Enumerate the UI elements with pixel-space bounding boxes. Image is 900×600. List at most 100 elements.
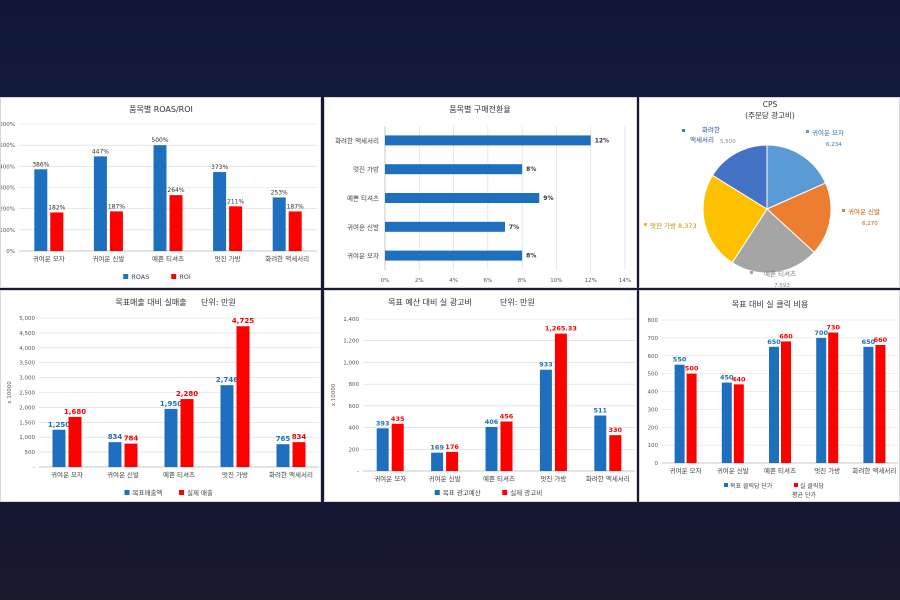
bar-series2	[109, 211, 123, 251]
chart-panel-roas[interactable]: 품목별 ROAS/ROI 0% 100% 200% 300% 400% 500% 600% 38…	[0, 97, 321, 288]
y-tick-label: 4,000	[19, 346, 35, 352]
chart-panel-cps[interactable]: CPS (주문당 광고비) 귀여운 모자 6,234 귀여운 신발 6,270 예쁜 티셔츠…	[639, 97, 900, 288]
data-label: 500%	[151, 137, 168, 144]
y-tick-label: 600	[349, 404, 360, 410]
y-axis-label: x 10000	[331, 383, 337, 406]
pie-slice	[766, 182, 832, 253]
pie-label-value: 6,234	[826, 142, 842, 148]
data-label: 211%	[227, 198, 244, 205]
bar-series1	[164, 408, 178, 467]
chart-title-unit: 단위: 만원	[500, 297, 535, 307]
y-tick-label: 400	[349, 426, 360, 432]
x-tick-label: 귀여운 모자	[51, 470, 83, 479]
bar	[385, 135, 591, 146]
x-tick-label: 화려한 액세서리	[852, 466, 896, 475]
data-label: 330	[609, 426, 623, 434]
chart-title: 품목별 ROAS/ROI	[129, 104, 193, 114]
bar-series2	[733, 384, 744, 463]
chart-panel-sales[interactable]: 목표매출 대비 실매출 단위: 만원 x 10000 - 500 1,000 1,500 2,…	[0, 290, 321, 502]
y-tick-label: 800	[349, 382, 360, 388]
pie-label-name: 귀여운 신발	[848, 207, 880, 216]
bar	[385, 250, 523, 261]
pie-slice	[702, 174, 768, 264]
legend-swatch	[123, 274, 129, 279]
data-label: 373%	[211, 164, 228, 171]
data-label: 406	[485, 418, 499, 426]
data-label: 169	[430, 444, 444, 452]
x-tick-label: 예쁜 티셔츠	[483, 474, 515, 483]
bar-series2	[50, 212, 64, 251]
bar-series2	[229, 206, 243, 251]
data-label: 450	[720, 374, 734, 382]
chart-title: CPS	[763, 100, 778, 109]
bottom-background-band	[0, 503, 900, 600]
legend-swatch	[179, 490, 184, 495]
pie-slice	[731, 208, 815, 274]
bar-series1	[431, 452, 444, 471]
chart-panel-cpc[interactable]: 목표 대비 실 클릭 비용 0 100 200 300 400 500 600 700 800 55…	[639, 290, 900, 502]
bar-series2	[236, 326, 250, 467]
bar-series2	[180, 399, 194, 467]
legend-swatch	[434, 490, 440, 495]
data-label: 1,265.33	[545, 325, 577, 333]
legend-label: 목표 광고예산	[443, 488, 481, 497]
x-tick-label: 14%	[619, 278, 631, 284]
chart-panel-conversion[interactable]: 품목별 구매전환율 0% 2% 4% 6% 8% 10% 12% 14% 12% 화려한 액세서리 8…	[324, 97, 637, 288]
legend-label: ROAS	[131, 273, 149, 281]
bar-series1	[539, 369, 552, 471]
data-label: 1,950	[160, 400, 182, 408]
x-tick-label: 멋진 가방	[215, 254, 241, 263]
y-tick-label: 1,400	[343, 317, 359, 323]
bar-series2	[828, 332, 839, 463]
y-tick-label: 귀여운 모자	[347, 251, 379, 260]
y-tick-label: 0%	[6, 249, 15, 255]
data-label: 500	[685, 365, 699, 373]
data-label: 700	[814, 329, 828, 337]
top-background-band	[0, 0, 900, 97]
x-tick-label: 예쁜 티셔츠	[163, 470, 195, 479]
bar-series1	[769, 346, 779, 463]
legend-label: 실제 매출	[187, 488, 213, 497]
data-label: 784	[124, 435, 139, 443]
x-tick-label: 귀여운 신발	[92, 254, 124, 263]
chart-subtitle: (주문당 광고비)	[745, 110, 795, 120]
x-tick-label: 화려한 액세서리	[265, 254, 309, 263]
pie-label-marker	[842, 209, 845, 212]
x-tick-label: 화려한 액세서리	[586, 474, 630, 483]
legend-label: ROI	[179, 273, 191, 281]
y-tick-label: 2,500	[19, 391, 35, 397]
legend-label: 실제 광고비	[510, 488, 542, 497]
bar-series2	[781, 341, 791, 463]
chart-title: 목표매출 대비 실매출	[115, 297, 186, 307]
data-label: 440	[732, 375, 746, 383]
data-label: 182%	[48, 204, 65, 211]
data-label: 1,250	[48, 421, 70, 429]
chart-panel-adspend[interactable]: 목표 예산 대비 실 광고비 단위: 만원 x 10000 - 200 400 600 800…	[324, 290, 637, 502]
data-label: 187%	[287, 203, 304, 210]
y-tick-label: 1,200	[343, 339, 359, 345]
x-tick-label: 예쁜 티셔츠	[152, 254, 184, 263]
bar-series2	[391, 423, 404, 471]
legend-label-cont: 평균 단가	[792, 491, 816, 499]
x-tick-label: 6%	[483, 278, 492, 284]
bar-series1	[376, 428, 389, 471]
data-label: 7%	[509, 224, 519, 231]
bar	[385, 164, 523, 175]
y-tick-label: 100%	[1, 228, 15, 234]
x-tick-label: 멋진 가방	[222, 470, 248, 479]
bar-series1	[34, 169, 48, 251]
data-label: 253%	[271, 189, 288, 196]
bar-series1	[485, 426, 498, 471]
bar-series2	[68, 416, 82, 467]
roas-roi-chart: 품목별 ROAS/ROI 0% 100% 200% 300% 400% 500% 600% 38…	[1, 104, 317, 281]
y-tick-label: 4,500	[19, 331, 35, 337]
pie-label-marker	[750, 271, 753, 274]
x-tick-label: 귀여운 모자	[33, 254, 65, 263]
y-tick-label: 300	[648, 407, 659, 413]
y-tick-label: 200	[349, 447, 360, 453]
y-tick-label: 예쁜 티셔츠	[347, 194, 379, 203]
bar-series2	[124, 443, 138, 467]
data-label: 650	[767, 338, 781, 346]
data-label: 933	[539, 361, 553, 369]
y-tick-label: 200	[648, 425, 659, 431]
